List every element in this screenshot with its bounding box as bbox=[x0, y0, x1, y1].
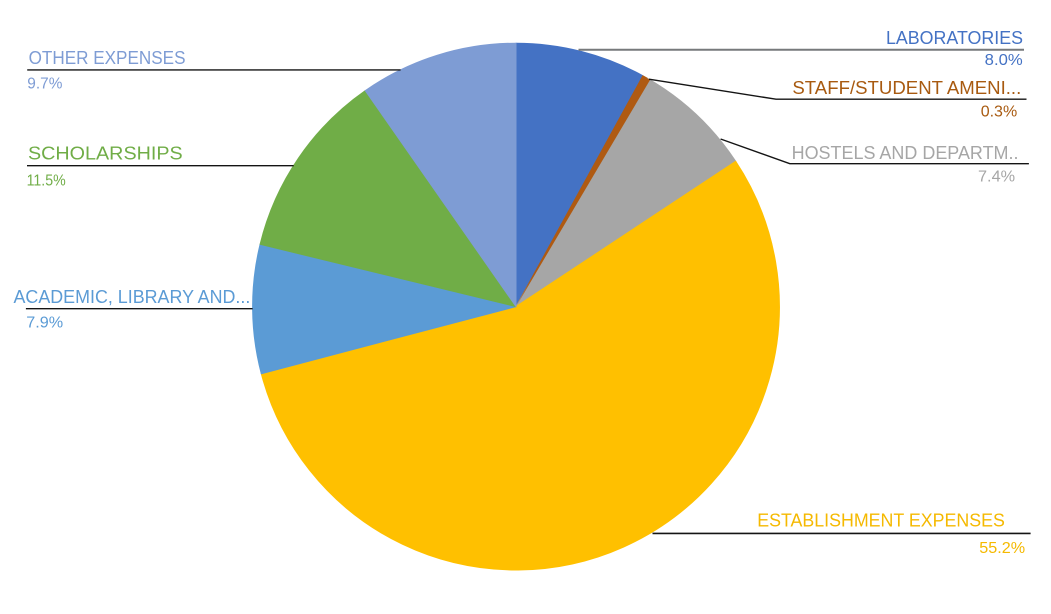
svg-text:ESTABLISHMENT EXPENSES: ESTABLISHMENT EXPENSES bbox=[757, 509, 1005, 530]
svg-text:7.4%: 7.4% bbox=[978, 169, 1015, 186]
svg-text:LABORATORIES: LABORATORIES bbox=[886, 27, 1023, 48]
svg-text:ACADEMIC, LIBRARY AND...: ACADEMIC, LIBRARY AND... bbox=[14, 286, 251, 307]
svg-text:55.2%: 55.2% bbox=[979, 540, 1025, 557]
svg-text:HOSTELS AND DEPARTM..: HOSTELS AND DEPARTM.. bbox=[792, 142, 1019, 163]
svg-text:STAFF/STUDENT AMENI...: STAFF/STUDENT AMENI... bbox=[792, 77, 1021, 98]
svg-text:OTHER EXPENSES: OTHER EXPENSES bbox=[29, 47, 186, 68]
svg-text:7.9%: 7.9% bbox=[26, 314, 63, 331]
svg-text:11.5%: 11.5% bbox=[27, 172, 66, 189]
svg-text:9.7%: 9.7% bbox=[27, 76, 62, 93]
svg-text:8.0%: 8.0% bbox=[985, 52, 1023, 69]
svg-text:0.3%: 0.3% bbox=[981, 104, 1018, 121]
svg-text:SCHOLARSHIPS: SCHOLARSHIPS bbox=[28, 142, 183, 163]
